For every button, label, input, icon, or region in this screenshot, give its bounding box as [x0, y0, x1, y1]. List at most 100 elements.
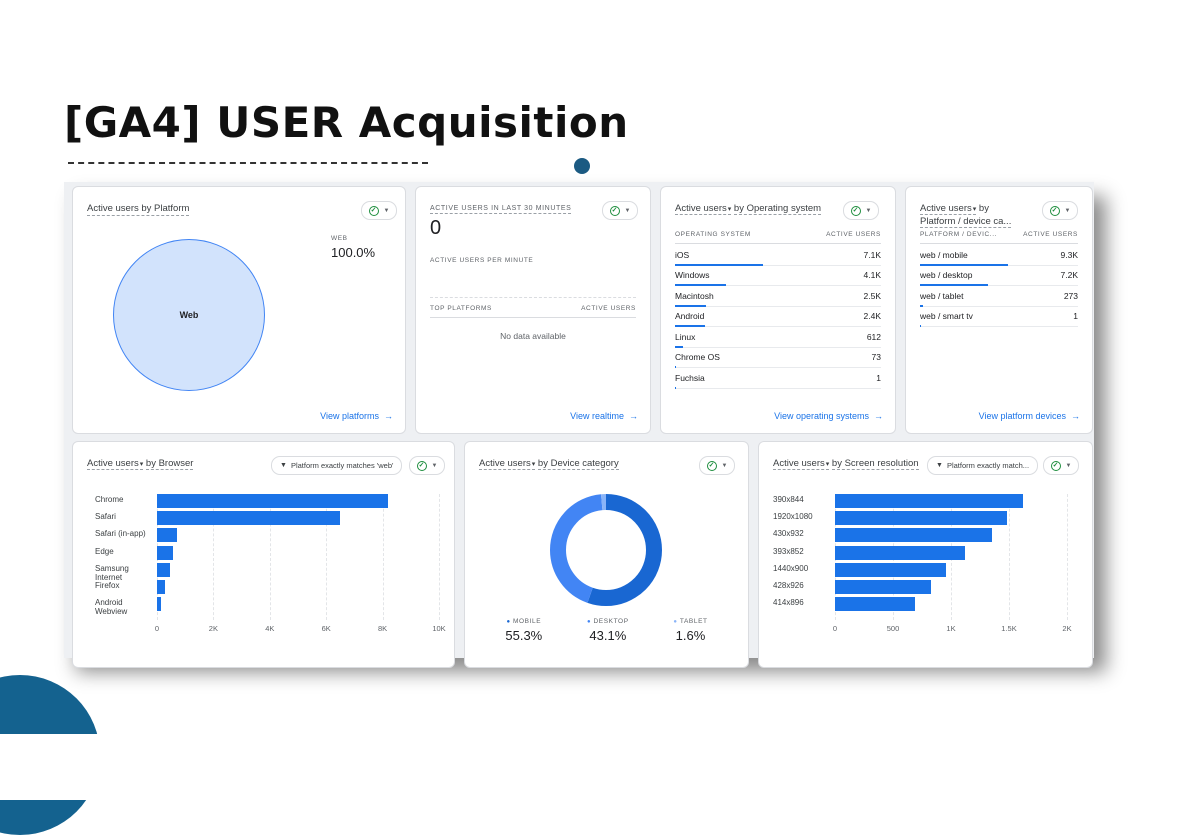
bar[interactable]: [835, 546, 965, 560]
row-value: 4.1K: [864, 270, 882, 280]
bar[interactable]: [157, 511, 340, 525]
link-label: View platform devices: [979, 411, 1066, 421]
card-title: Active users by Platform: [87, 203, 189, 216]
bar[interactable]: [835, 511, 1007, 525]
category-label: Samsung Internet: [95, 564, 155, 582]
arrow-right-icon: →: [384, 411, 393, 421]
bar[interactable]: [835, 528, 992, 542]
category-label: 393x852: [773, 547, 833, 556]
metric-dropdown[interactable]: Active users▾: [920, 203, 976, 215]
view-platform-devices-link[interactable]: View platform devices →: [979, 411, 1080, 421]
column-header: ACTIVE USERS: [1023, 231, 1078, 238]
view-operating-systems-link[interactable]: View operating systems→: [774, 411, 883, 421]
row-label: Fuchsia: [675, 373, 705, 383]
insights-button[interactable]: ✓▼: [843, 201, 879, 220]
bar[interactable]: [835, 597, 915, 611]
bar[interactable]: [157, 494, 388, 508]
empty-state: No data available: [416, 331, 650, 341]
row-value: 9.3K: [1061, 250, 1079, 260]
row-label: Macintosh: [675, 291, 714, 301]
column-header: ACTIVE USERS: [581, 305, 636, 312]
realtime-value: 0: [430, 217, 441, 240]
slide-title: [GA4] USER Acquisition: [64, 98, 629, 147]
per-minute-chart-baseline: [430, 297, 636, 298]
column-header: TOP PLATFORMS: [430, 305, 492, 312]
check-circle-icon: ✓: [369, 206, 379, 216]
view-realtime-link[interactable]: View realtime→: [570, 411, 638, 421]
x-tick-label: 10K: [432, 624, 445, 633]
check-circle-icon: ✓: [851, 206, 861, 216]
legend-label: TABLET: [680, 618, 708, 625]
view-platforms-link[interactable]: View platforms→: [320, 411, 393, 421]
row-label: web / smart tv: [920, 311, 973, 321]
slide-bottom-margin: [0, 734, 1200, 800]
pie-slice-label: Web: [180, 310, 199, 320]
row-value: 1: [1073, 311, 1078, 321]
dashboard-screenshot: Active users by Platform ✓▼ Web WEB 100.…: [64, 182, 1094, 658]
row-label: web / desktop: [920, 270, 972, 280]
legend-value: 55.3%: [505, 628, 542, 643]
category-label: Chrome: [95, 495, 155, 504]
table-row[interactable]: web / smart tv 1: [920, 307, 1078, 328]
category-label: 1440x900: [773, 564, 833, 573]
gridline: [439, 494, 440, 620]
insights-button[interactable]: ✓▼: [602, 201, 638, 220]
realtime-card: ACTIVE USERS IN LAST 30 MINUTES ✓▼ 0 ACT…: [415, 186, 651, 434]
bar[interactable]: [157, 580, 165, 594]
caret-down-icon: ▼: [866, 208, 872, 214]
card-title: Active users▾ by Platform / device ca...: [920, 203, 1011, 229]
table-header: PLATFORM / DEVIC... ACTIVE USERS: [920, 231, 1078, 244]
os-card: Active users▾ by Operating system ✓▼ OPE…: [660, 186, 896, 434]
insights-button[interactable]: ✓▼: [1042, 201, 1078, 220]
category-label: Android Webview: [95, 598, 155, 616]
bar[interactable]: [157, 546, 173, 560]
platform-device-card: Active users▾ by Platform / device ca...…: [905, 186, 1093, 434]
metric-dropdown[interactable]: Active users▾: [675, 203, 731, 215]
card-title: ACTIVE USERS IN LAST 30 MINUTES: [430, 205, 571, 214]
bar[interactable]: [157, 528, 177, 542]
caret-down-icon: ▾: [728, 206, 732, 213]
row-value: 73: [872, 352, 881, 362]
x-tick-label: 6K: [322, 624, 331, 633]
x-tick-label: 500: [887, 624, 900, 633]
bar[interactable]: [157, 563, 170, 577]
table-header: OPERATING SYSTEM ACTIVE USERS: [675, 231, 881, 244]
check-circle-icon: ✓: [1050, 206, 1060, 216]
x-tick-label: 8K: [378, 624, 387, 633]
x-tick-label: 2K: [1062, 624, 1071, 633]
bar[interactable]: [835, 580, 931, 594]
bar[interactable]: [835, 563, 946, 577]
link-label: View operating systems: [774, 411, 869, 421]
legend-label-row: ● DESKTOP: [587, 618, 629, 625]
bar[interactable]: [835, 494, 1023, 508]
legend-label: DESKTOP: [594, 618, 629, 625]
bar[interactable]: [157, 597, 161, 611]
legend-value: 100.0%: [331, 245, 375, 260]
category-label: Safari (in-app): [95, 529, 155, 538]
row-label: Linux: [675, 332, 695, 342]
browser-card: Active users▾ by Browser ▼Platform exact…: [72, 441, 455, 668]
metric-label: Active users: [675, 203, 727, 214]
insights-button[interactable]: ✓▼: [361, 201, 397, 220]
legend-label-row: ● TABLET: [673, 618, 707, 625]
arrow-right-icon: →: [1071, 411, 1080, 421]
category-label: Safari: [95, 512, 155, 521]
category-label: 390x844: [773, 495, 833, 504]
x-tick-label: 0: [155, 624, 159, 633]
row-label: Android: [675, 311, 704, 321]
category-label: Edge: [95, 547, 155, 556]
